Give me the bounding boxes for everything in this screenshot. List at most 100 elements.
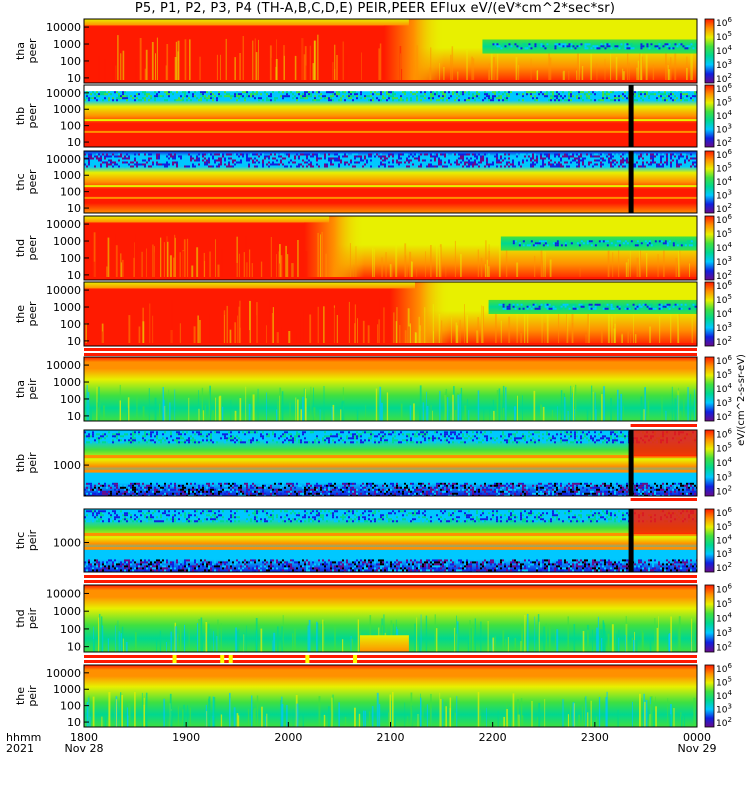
spectrogram-pixel <box>104 437 106 440</box>
spectrogram-pixel <box>112 165 114 168</box>
spectrogram-pixel <box>386 91 388 94</box>
spectrogram-pixel <box>536 161 538 164</box>
spectrogram-pixel <box>322 159 324 162</box>
spectrogram-pixel <box>496 47 499 50</box>
spectrogram-pixel <box>608 47 611 50</box>
spectrogram-pixel <box>486 93 488 96</box>
spectrogram-pixel <box>404 153 406 156</box>
spectrogram-pixel <box>558 99 560 102</box>
spectrogram-pixel <box>130 484 132 487</box>
spectrogram-pixel <box>508 431 510 434</box>
spectrogram-pixel <box>660 157 662 160</box>
spectrogram-pixel <box>246 159 248 162</box>
spectrogram-pixel <box>206 97 208 100</box>
spectrogram-pixel <box>320 93 322 96</box>
spectrogram-pixel <box>180 155 182 158</box>
spectrogram-pixel <box>288 482 290 485</box>
spectrogram-pixel <box>276 488 278 491</box>
spectrogram-pixel <box>650 303 653 306</box>
spectrogram-pixel <box>274 163 276 166</box>
spectrogram-pixel <box>634 159 636 162</box>
spectrogram-streak <box>174 57 177 83</box>
spectrogram-pixel <box>230 165 232 168</box>
spectrogram-pixel <box>528 435 530 438</box>
spectrogram-pixel <box>534 240 537 243</box>
spectrogram-pixel <box>362 431 364 434</box>
spectrogram-pixel <box>602 97 604 100</box>
spectrogram-pixel <box>200 494 202 496</box>
spectrogram-pixel <box>282 157 284 160</box>
spectrogram-pixel <box>604 433 606 436</box>
spectrogram-pixel <box>194 482 196 485</box>
spectrogram-pixel <box>686 155 688 158</box>
spectrogram-pixel <box>600 431 602 434</box>
spectrogram-pixel <box>406 494 408 496</box>
spectrogram-pixel <box>144 153 146 156</box>
spectrogram-streak <box>608 239 610 280</box>
spectrogram-pixel <box>262 486 264 489</box>
spectrogram-pixel <box>602 45 605 48</box>
spectrogram-pixel <box>180 488 182 491</box>
spectrogram-pixel <box>246 492 248 495</box>
spectrogram-pixel <box>568 433 570 436</box>
spectrogram-streak <box>367 325 370 346</box>
spectrogram-pixel <box>660 93 662 96</box>
spectrogram-pixel <box>644 307 647 310</box>
spectrogram-pixel <box>510 99 512 102</box>
spectrogram-pixel <box>118 439 120 442</box>
spectrogram-pixel <box>266 93 268 96</box>
spectrogram-pixel <box>120 163 122 166</box>
spectrogram-pixel <box>442 161 444 164</box>
spectrogram-pixel <box>276 439 278 442</box>
spectrogram-pixel <box>280 99 282 102</box>
spectrogram-pixel <box>130 441 132 444</box>
spectrogram-pixel <box>640 97 642 100</box>
spectrogram-pixel <box>382 439 384 442</box>
spectrogram-pixel <box>574 439 576 442</box>
spectrogram-pixel <box>398 431 400 434</box>
spectrogram-pixel <box>692 163 694 166</box>
spectrogram-pixel <box>554 95 556 98</box>
spectrogram-pixel <box>636 305 639 308</box>
spectrogram-pixel <box>530 307 533 310</box>
spectrogram-pixel <box>120 157 122 160</box>
spectrogram-pixel <box>484 153 486 156</box>
spectrogram-pixel <box>332 91 334 94</box>
spectrogram-pixel <box>578 435 580 438</box>
spectrogram-streak <box>385 252 387 280</box>
spectrogram-pixel <box>194 492 196 495</box>
spectrogram-pixel <box>492 47 495 50</box>
spectrogram-pixel <box>96 431 98 434</box>
spectrogram-pixel <box>430 437 432 440</box>
spectrogram-pixel <box>234 163 236 166</box>
spectrogram-pixel <box>86 486 88 489</box>
spectrogram-pixel <box>240 93 242 96</box>
spectrogram-pixel <box>500 157 502 160</box>
spectrogram-pixel <box>234 95 236 98</box>
spectrogram-pixel <box>226 435 228 438</box>
spectrogram-pixel <box>244 91 246 94</box>
spectrogram-pixel <box>472 95 474 98</box>
spectrogram-pixel <box>310 163 312 166</box>
spectrogram-pixel <box>94 93 96 96</box>
spectrogram-pixel <box>432 97 434 100</box>
spectrogram-pixel <box>504 45 507 48</box>
spectrogram-pixel <box>412 163 414 166</box>
spectrogram-pixel <box>416 99 418 102</box>
spectrogram-pixel <box>566 433 568 436</box>
spectrogram-pixel <box>528 43 531 46</box>
spectrogram-pixel <box>168 435 170 438</box>
spectrogram-pixel <box>358 431 360 434</box>
spectrogram-pixel <box>178 437 180 440</box>
spectrogram-pixel <box>630 43 633 46</box>
spectrogram-pixel <box>530 441 532 444</box>
spectrogram-pixel <box>296 91 298 94</box>
spectrogram-pixel <box>260 486 262 489</box>
spectrogram-pixel <box>610 159 612 162</box>
spectrogram-pixel <box>148 433 150 436</box>
spectrogram-streak <box>323 306 325 346</box>
spectrogram-pixel <box>616 431 618 434</box>
spectrogram-pixel <box>230 484 232 487</box>
spectrogram-pixel <box>650 157 652 160</box>
spectrogram-pixel <box>602 93 604 96</box>
